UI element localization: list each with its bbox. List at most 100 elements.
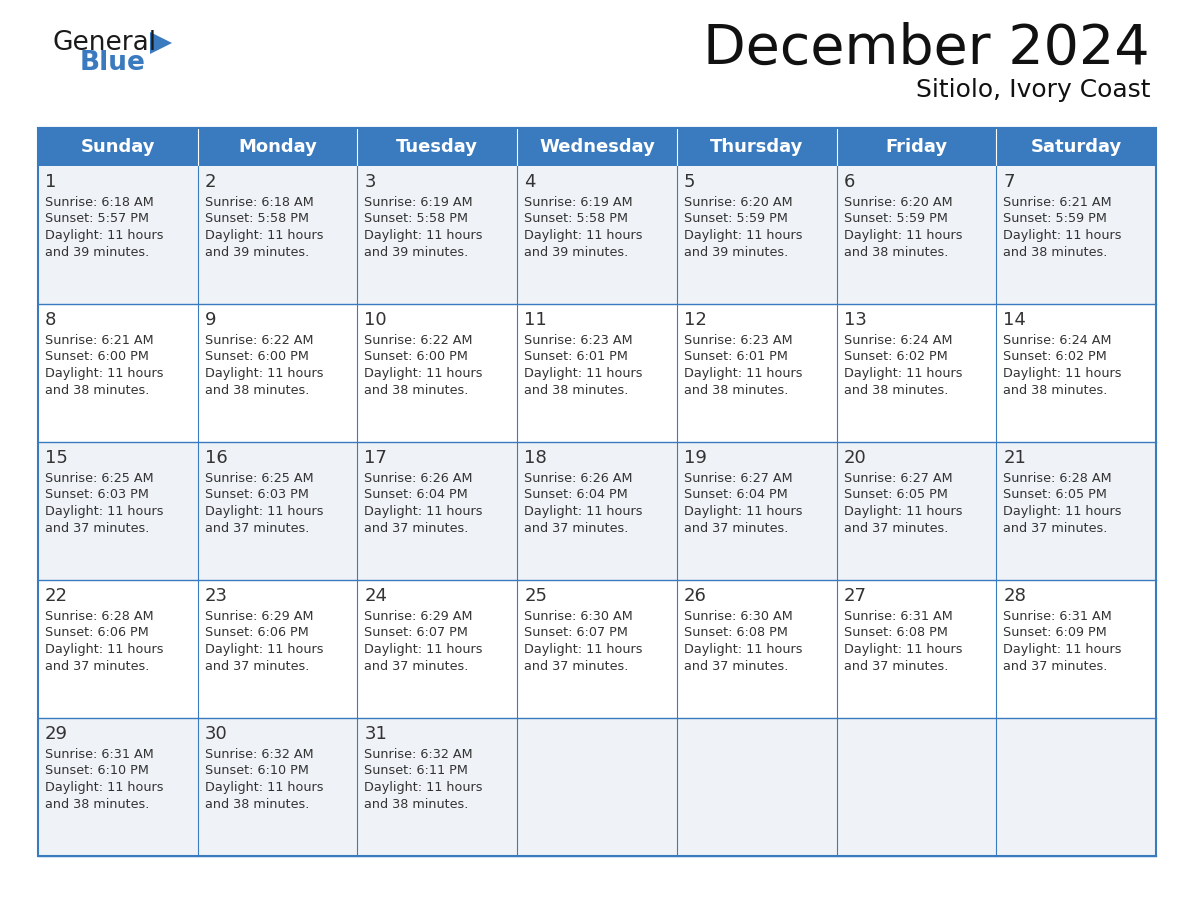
Text: Sunset: 6:10 PM: Sunset: 6:10 PM — [45, 765, 148, 778]
Text: Sunset: 6:05 PM: Sunset: 6:05 PM — [843, 488, 948, 501]
Text: and 37 minutes.: and 37 minutes. — [843, 521, 948, 534]
Text: 31: 31 — [365, 725, 387, 743]
Text: and 38 minutes.: and 38 minutes. — [365, 798, 469, 811]
Text: Sunset: 6:00 PM: Sunset: 6:00 PM — [204, 351, 309, 364]
Text: Sunrise: 6:26 AM: Sunrise: 6:26 AM — [365, 472, 473, 485]
Bar — [38, 128, 1156, 856]
Text: Sunrise: 6:25 AM: Sunrise: 6:25 AM — [45, 472, 153, 485]
Text: Sunset: 6:10 PM: Sunset: 6:10 PM — [204, 765, 309, 778]
Text: Sunset: 5:59 PM: Sunset: 5:59 PM — [684, 212, 788, 226]
Text: and 37 minutes.: and 37 minutes. — [1004, 521, 1107, 534]
Text: Daylight: 11 hours: Daylight: 11 hours — [524, 505, 643, 518]
Text: Sunset: 6:07 PM: Sunset: 6:07 PM — [365, 626, 468, 640]
Text: 10: 10 — [365, 311, 387, 329]
Text: and 37 minutes.: and 37 minutes. — [365, 659, 469, 673]
Text: Sunrise: 6:31 AM: Sunrise: 6:31 AM — [843, 610, 953, 623]
Text: Daylight: 11 hours: Daylight: 11 hours — [204, 505, 323, 518]
Text: and 37 minutes.: and 37 minutes. — [684, 659, 788, 673]
Text: Daylight: 11 hours: Daylight: 11 hours — [684, 367, 802, 380]
Text: Sunset: 6:06 PM: Sunset: 6:06 PM — [45, 626, 148, 640]
Text: and 38 minutes.: and 38 minutes. — [684, 384, 788, 397]
Text: Sunset: 6:02 PM: Sunset: 6:02 PM — [843, 351, 947, 364]
Text: Sunrise: 6:31 AM: Sunrise: 6:31 AM — [45, 748, 153, 761]
Text: and 38 minutes.: and 38 minutes. — [365, 384, 469, 397]
Text: Daylight: 11 hours: Daylight: 11 hours — [684, 643, 802, 656]
Text: Sunset: 5:57 PM: Sunset: 5:57 PM — [45, 212, 148, 226]
Text: Sunset: 6:08 PM: Sunset: 6:08 PM — [843, 626, 948, 640]
Text: 20: 20 — [843, 449, 866, 467]
Text: Sunset: 6:03 PM: Sunset: 6:03 PM — [45, 488, 148, 501]
Text: and 38 minutes.: and 38 minutes. — [843, 384, 948, 397]
Text: and 39 minutes.: and 39 minutes. — [524, 245, 628, 259]
Text: Daylight: 11 hours: Daylight: 11 hours — [1004, 229, 1121, 242]
Text: Sunrise: 6:20 AM: Sunrise: 6:20 AM — [843, 196, 953, 209]
Text: 9: 9 — [204, 311, 216, 329]
Text: 12: 12 — [684, 311, 707, 329]
Text: Sunset: 6:03 PM: Sunset: 6:03 PM — [204, 488, 309, 501]
Text: 1: 1 — [45, 173, 56, 191]
Text: 5: 5 — [684, 173, 695, 191]
Text: Sunrise: 6:31 AM: Sunrise: 6:31 AM — [1004, 610, 1112, 623]
Text: Daylight: 11 hours: Daylight: 11 hours — [524, 643, 643, 656]
Text: Sunset: 6:02 PM: Sunset: 6:02 PM — [1004, 351, 1107, 364]
Text: Sunset: 6:00 PM: Sunset: 6:00 PM — [45, 351, 148, 364]
Text: Sunrise: 6:18 AM: Sunrise: 6:18 AM — [204, 196, 314, 209]
Text: Sunday: Sunday — [81, 138, 156, 156]
Text: Sunrise: 6:22 AM: Sunrise: 6:22 AM — [204, 334, 314, 347]
Text: Sunrise: 6:24 AM: Sunrise: 6:24 AM — [1004, 334, 1112, 347]
Text: 3: 3 — [365, 173, 375, 191]
Text: Blue: Blue — [80, 50, 146, 76]
Text: and 39 minutes.: and 39 minutes. — [684, 245, 788, 259]
Bar — [38, 718, 1156, 856]
Text: Daylight: 11 hours: Daylight: 11 hours — [365, 229, 484, 242]
Text: and 38 minutes.: and 38 minutes. — [204, 384, 309, 397]
Text: Sunrise: 6:22 AM: Sunrise: 6:22 AM — [365, 334, 473, 347]
Text: Daylight: 11 hours: Daylight: 11 hours — [365, 505, 484, 518]
Text: Daylight: 11 hours: Daylight: 11 hours — [524, 367, 643, 380]
Text: Sunset: 6:00 PM: Sunset: 6:00 PM — [365, 351, 468, 364]
Text: Sunrise: 6:27 AM: Sunrise: 6:27 AM — [684, 472, 792, 485]
Text: and 37 minutes.: and 37 minutes. — [204, 659, 309, 673]
Text: 17: 17 — [365, 449, 387, 467]
Text: 23: 23 — [204, 587, 228, 605]
Text: 16: 16 — [204, 449, 227, 467]
Bar — [38, 128, 1156, 166]
Text: Daylight: 11 hours: Daylight: 11 hours — [684, 505, 802, 518]
Text: and 37 minutes.: and 37 minutes. — [204, 521, 309, 534]
Text: 18: 18 — [524, 449, 546, 467]
Text: Sunrise: 6:29 AM: Sunrise: 6:29 AM — [204, 610, 314, 623]
Text: Sunset: 6:08 PM: Sunset: 6:08 PM — [684, 626, 788, 640]
Text: Sunset: 6:09 PM: Sunset: 6:09 PM — [1004, 626, 1107, 640]
Text: Saturday: Saturday — [1030, 138, 1121, 156]
Bar — [38, 128, 1156, 856]
Text: and 37 minutes.: and 37 minutes. — [365, 521, 469, 534]
Text: 19: 19 — [684, 449, 707, 467]
Text: Daylight: 11 hours: Daylight: 11 hours — [45, 367, 164, 380]
Text: Sunrise: 6:30 AM: Sunrise: 6:30 AM — [684, 610, 792, 623]
Text: Daylight: 11 hours: Daylight: 11 hours — [843, 367, 962, 380]
Text: Sunset: 5:58 PM: Sunset: 5:58 PM — [204, 212, 309, 226]
Text: Sunrise: 6:19 AM: Sunrise: 6:19 AM — [524, 196, 633, 209]
Text: Sunrise: 6:28 AM: Sunrise: 6:28 AM — [45, 610, 153, 623]
Text: Daylight: 11 hours: Daylight: 11 hours — [204, 643, 323, 656]
Text: 6: 6 — [843, 173, 855, 191]
Text: Daylight: 11 hours: Daylight: 11 hours — [45, 643, 164, 656]
Text: Daylight: 11 hours: Daylight: 11 hours — [45, 781, 164, 794]
Text: 30: 30 — [204, 725, 227, 743]
Text: 11: 11 — [524, 311, 546, 329]
Text: Sunset: 6:04 PM: Sunset: 6:04 PM — [524, 488, 628, 501]
Text: Sunset: 6:04 PM: Sunset: 6:04 PM — [684, 488, 788, 501]
Text: Daylight: 11 hours: Daylight: 11 hours — [1004, 367, 1121, 380]
Text: and 37 minutes.: and 37 minutes. — [524, 659, 628, 673]
Text: 14: 14 — [1004, 311, 1026, 329]
Text: Sunset: 5:58 PM: Sunset: 5:58 PM — [524, 212, 628, 226]
Text: Daylight: 11 hours: Daylight: 11 hours — [843, 229, 962, 242]
Bar — [38, 580, 1156, 718]
Text: Daylight: 11 hours: Daylight: 11 hours — [1004, 505, 1121, 518]
Text: Sunrise: 6:32 AM: Sunrise: 6:32 AM — [365, 748, 473, 761]
Text: 26: 26 — [684, 587, 707, 605]
Text: and 38 minutes.: and 38 minutes. — [524, 384, 628, 397]
Text: 2: 2 — [204, 173, 216, 191]
Text: Sunrise: 6:20 AM: Sunrise: 6:20 AM — [684, 196, 792, 209]
Text: Thursday: Thursday — [710, 138, 803, 156]
